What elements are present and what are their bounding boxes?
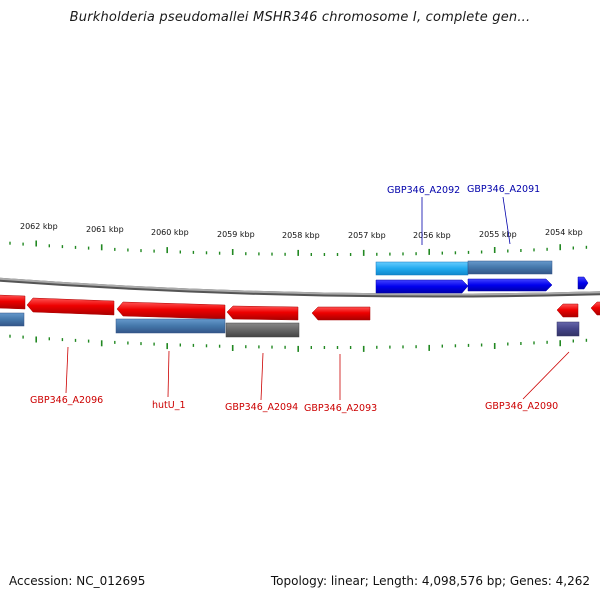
tick-label-2062: 2062 kbp [20,222,58,231]
leader-gbp346-a2094 [260,352,264,401]
leader-gbp346-a2096 [65,346,69,394]
tick-label-2060: 2060 kbp [151,228,189,237]
tick-label-2056: 2056 kbp [413,231,451,240]
forward-features [375,260,589,294]
tick-label-2055: 2055 kbp [479,230,517,239]
tick-label-2058: 2058 kbp [282,231,320,240]
leader-gbp346-a2091 [502,196,511,245]
cds-feature-steel[interactable] [467,260,553,275]
cds-feature-steel-left[interactable] [0,312,25,327]
map-title: Burkholderia pseudomallei MSHR346 chromo… [69,10,531,25]
accession-text: Accession: NC_012695 [9,574,146,588]
leader-huth-1 [167,350,170,398]
lower-ruler-ticks [9,334,588,352]
gene-arrow-left-edge[interactable] [0,294,26,310]
gene-arrow-gbp346-a2092[interactable] [375,279,469,294]
upper-ruler-ticks [9,240,588,256]
tick-label-2061: 2061 kbp [86,225,124,234]
gene-labels: GBP346_A2092 GBP346_A2091 GBP346_A2096 h… [30,184,558,414]
gene-label-gbp346-a2094[interactable]: GBP346_A2094 [225,402,298,413]
gene-label-gbp346-a2093[interactable]: GBP346_A2093 [304,403,377,414]
gene-arrow-gbp346-a2091[interactable] [467,278,553,292]
gene-label-gbp346-a2096[interactable]: GBP346_A2096 [30,395,103,406]
cds-feature-steel-mid[interactable] [115,318,226,334]
leader-gbp346-a2090 [522,351,570,400]
gene-arrow-gbp346-a2094[interactable] [226,305,299,321]
gene-arrow-huth-1[interactable] [116,301,226,320]
topology-summary: Topology: linear; Length: 4,098,576 bp; … [270,574,590,588]
gene-label-gbp346-a2090[interactable]: GBP346_A2090 [485,401,558,412]
label-leaders [65,196,570,401]
backbone [0,277,600,296]
gene-arrow-gbp346-a2096[interactable] [26,297,115,316]
gene-arrow-right-edge[interactable] [590,301,600,316]
cds-feature-purple[interactable] [556,321,580,337]
gene-arrow-gbp346-a2090[interactable] [556,303,579,318]
reverse-features [0,294,600,338]
gene-label-gbp346-a2091[interactable]: GBP346_A2091 [467,184,540,195]
cds-feature-gray[interactable] [225,322,300,338]
tick-label-2059: 2059 kbp [217,230,255,239]
gene-label-gbp346-a2092[interactable]: GBP346_A2092 [387,185,460,196]
gene-arrow-small-forward[interactable] [577,276,589,290]
tick-label-2054: 2054 kbp [545,228,583,237]
ruler-tick-labels: 2062 kbp 2061 kbp 2060 kbp 2059 kbp 2058… [20,222,583,240]
gene-arrow-gbp346-a2093[interactable] [311,306,371,321]
gene-label-huth-1[interactable]: hutU_1 [152,400,186,411]
cds-feature-cyan[interactable] [375,261,469,276]
tick-label-2057: 2057 kbp [348,231,386,240]
